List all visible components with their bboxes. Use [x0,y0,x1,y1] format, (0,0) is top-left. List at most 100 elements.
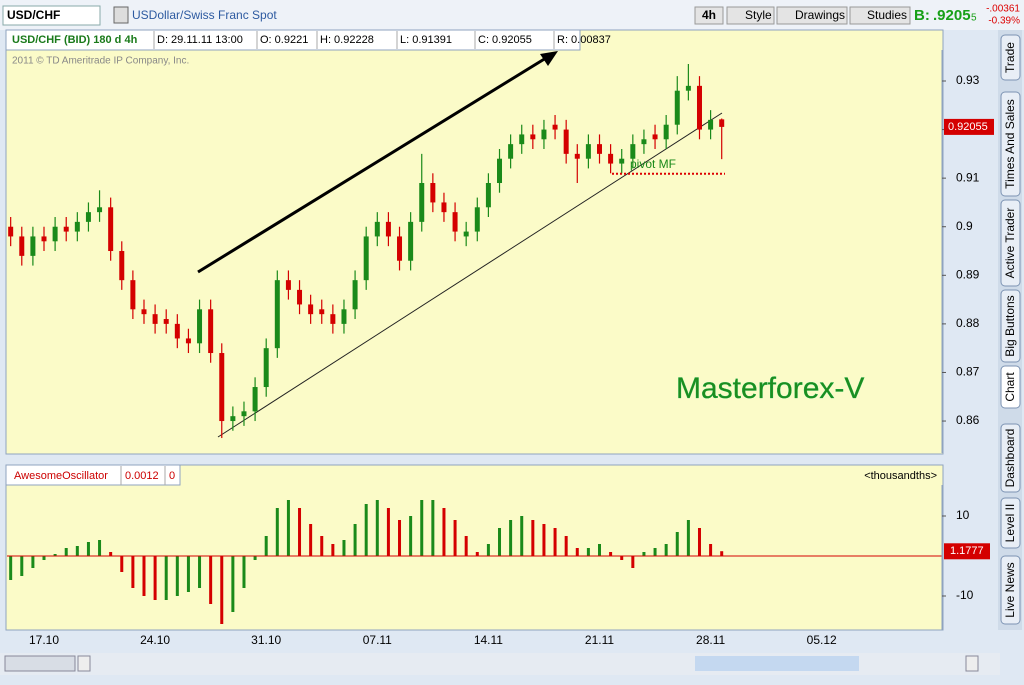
candle-body [219,353,225,422]
oscillator-bar [398,520,402,556]
side-tab[interactable] [1000,289,1021,363]
oscillator-bar [420,500,424,556]
bid-label: B: [914,7,930,24]
link-button[interactable] [113,6,129,24]
candle-body [274,280,280,349]
candle-body [597,144,602,154]
scroll-left[interactable] [77,655,91,672]
side-tab[interactable] [1000,34,1021,81]
oscillator-bar [220,556,224,624]
oscillator-bar [164,556,168,600]
oscillator-param: 0 [169,470,175,482]
candle-body [519,134,525,145]
candle-body [163,319,169,324]
oscillator-bar [175,556,179,596]
symbol: USD/CHF [7,8,60,22]
oscillator-bar [609,552,613,556]
candle-body [330,314,336,324]
candle-body [41,236,47,242]
oscillator-bar [264,536,268,556]
candle-body [74,221,80,232]
oscillator-bar [564,536,568,556]
side-tab[interactable] [1000,555,1021,625]
oscillator-bar [286,500,290,556]
side-tab[interactable] [1000,199,1021,287]
y-tick-label: 0.91 [956,170,980,184]
oscillator-bar [520,516,524,556]
symbol-box[interactable] [2,5,101,26]
candle-body [174,323,180,339]
side-tab[interactable] [1000,365,1021,409]
style-button[interactable] [726,6,775,25]
candle-body [152,314,158,324]
candle-body [563,129,569,154]
side-tab-label: Dashboard [1003,429,1017,488]
oscillator-bar [598,544,601,556]
trend-arrow [197,56,547,274]
scroll-thumb[interactable] [695,656,859,671]
oscillator-bar [453,520,457,556]
last-value: 1.1777 [950,545,984,557]
oscillator-bar [431,500,435,556]
candle-body [263,348,269,388]
zoom-tools[interactable] [4,655,76,672]
oscillator-bar [375,500,379,556]
candle-body [530,134,536,140]
header-field: C: 0.92055 [478,34,532,46]
candle-body [696,85,702,130]
candle-body [52,226,58,242]
oscillator-bar [331,544,335,556]
oscillator-bar [20,556,24,576]
candle-body [652,134,658,140]
candle-body [474,207,480,232]
studies-button[interactable] [849,6,911,25]
side-tab-label: Chart [1003,372,1017,402]
oscillator-panel [5,464,944,631]
candle-body [63,226,69,232]
candle-body [608,153,614,164]
candle-body [630,144,636,159]
y-tick-label: 0.93 [956,73,980,87]
candle-body [574,153,580,159]
candle-body [208,309,214,354]
oscillator-bar [653,548,657,556]
side-tab[interactable] [1000,497,1021,549]
oscillator-bar [664,544,668,556]
oscillator-bar [186,556,190,592]
candle-body [241,411,247,417]
interval: 4h [702,8,716,22]
oscillator-bar [386,508,390,556]
oscillator-bar [642,552,646,556]
oscillator-bar [142,556,146,596]
style-label: Style [745,8,772,22]
oscillator-bar [53,554,57,556]
drawings-button[interactable] [776,6,848,25]
candle-body [430,183,436,203]
candle-body [541,129,547,140]
oscillator-bar [686,520,690,556]
x-tick-label: 05.12 [807,633,837,647]
y-tick-label: 0.87 [956,365,980,379]
y-tick-label: 0.89 [956,267,980,281]
candle-body [408,221,414,261]
candle-body [685,85,691,91]
side-tab[interactable] [1000,91,1021,197]
candle-body [97,207,103,213]
arrow-head [540,51,558,66]
oscillator-bar [298,508,302,556]
oscillator-bar [98,540,102,556]
interval-button[interactable] [694,6,724,25]
oscillator-bar [309,524,313,556]
candle-body [385,221,391,237]
oscillator-bar [620,556,624,560]
candle-body [252,387,258,412]
oscillator-bar [253,556,257,560]
side-tab-label: Trade [1003,42,1017,73]
side-tab-label: Big Buttons [1003,295,1017,356]
header-field: R: 0.00837 [557,34,611,46]
side-tab[interactable] [1000,423,1021,493]
scroll-right[interactable] [965,655,979,672]
candle-body [8,226,14,237]
